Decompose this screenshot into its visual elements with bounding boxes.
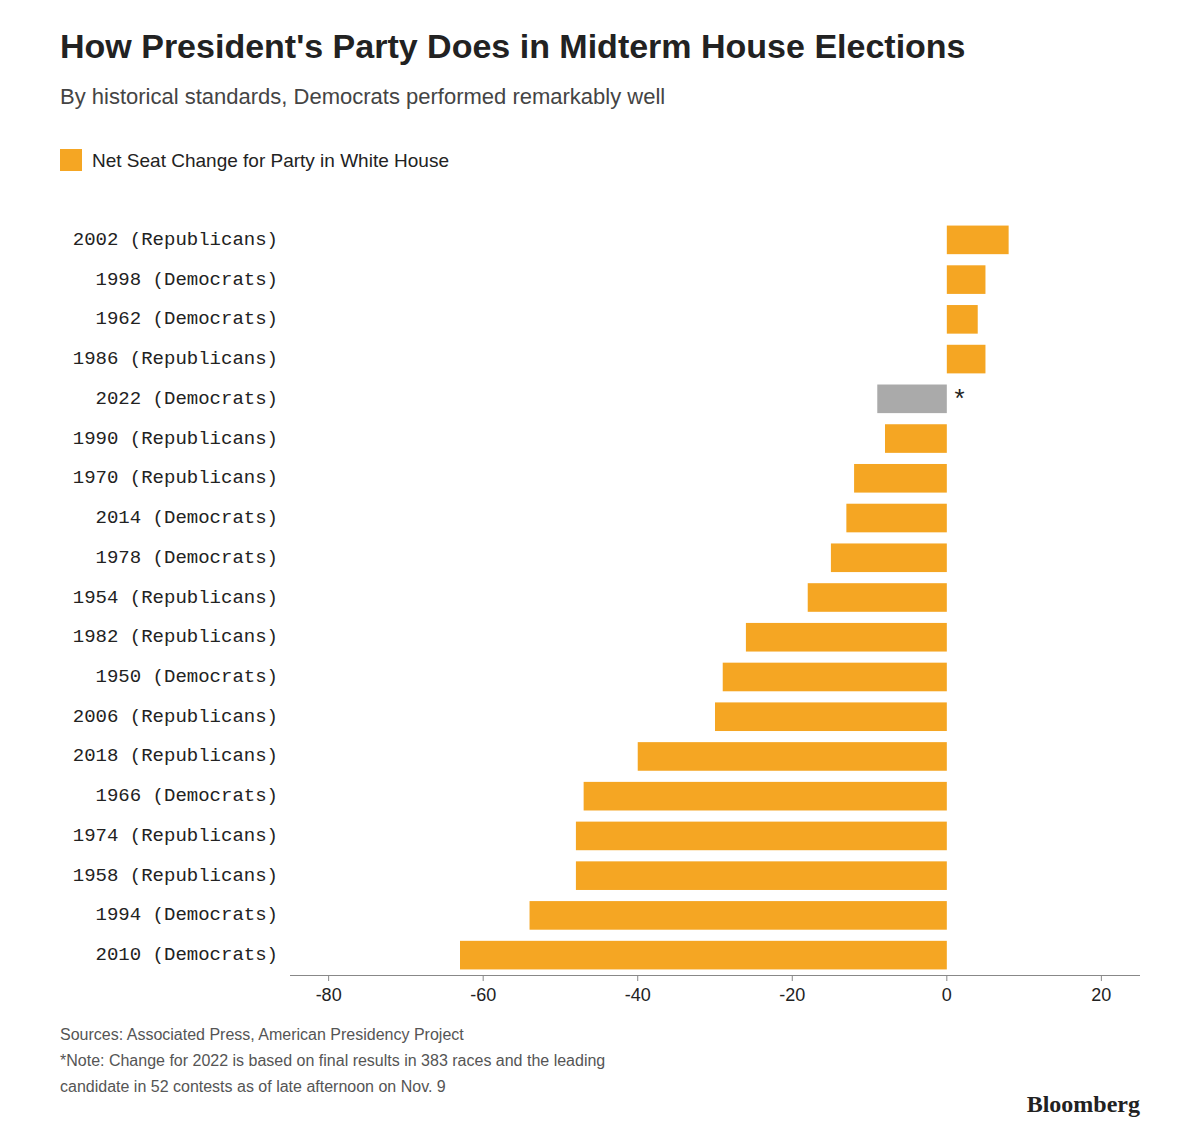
bars (460, 226, 1009, 970)
category-label: 1998 (Democrats) (73, 269, 278, 291)
category-label: 2022 (Democrats) (73, 388, 278, 410)
bar (947, 305, 978, 334)
category-label: 1974 (Republicans) (73, 825, 278, 847)
x-axis: -80 -60 -40 -20 0 20 (290, 975, 1140, 1005)
x-axis-line (290, 975, 1140, 976)
x-tick-label: -20 (779, 985, 805, 1005)
bar (576, 822, 947, 851)
x-tick-label: 20 (1091, 985, 1111, 1005)
legend-label: Net Seat Change for Party in White House (92, 150, 449, 171)
bar (460, 941, 947, 970)
annotation: * (955, 383, 965, 413)
source: Sources: Associated Press, American Pres… (60, 1026, 605, 1095)
x-tick-label: 0 (942, 985, 952, 1005)
x-tick (328, 975, 329, 981)
category-label: 2006 (Republicans) (73, 706, 278, 728)
source-line: candidate in 52 contests as of late afte… (60, 1078, 446, 1095)
bar (877, 385, 947, 414)
category-label: 1982 (Republicans) (73, 626, 278, 648)
bar (854, 464, 947, 493)
bar (846, 504, 946, 533)
source-line: *Note: Change for 2022 is based on final… (60, 1052, 605, 1069)
bar (947, 226, 1009, 255)
legend-swatch (60, 149, 82, 171)
bar (584, 782, 947, 811)
x-tick (483, 975, 484, 981)
bar (530, 901, 947, 930)
category-label: 1978 (Democrats) (73, 547, 278, 569)
bar (715, 702, 947, 731)
subtitle: By historical standards, Democrats perfo… (60, 84, 665, 109)
category-label: 1994 (Democrats) (73, 904, 278, 926)
source-line: Sources: Associated Press, American Pres… (60, 1026, 464, 1043)
bar (808, 583, 947, 612)
y-tick-labels: 2002 (Republicans) 1998 (Democrats) 1962… (73, 229, 278, 966)
category-label: 1954 (Republicans) (73, 587, 278, 609)
category-label: 2010 (Democrats) (73, 944, 278, 966)
x-tick-label: -60 (470, 985, 496, 1005)
bar (947, 345, 986, 374)
category-label: 2018 (Republicans) (73, 745, 278, 767)
bar (885, 424, 947, 453)
bar (723, 663, 947, 692)
annotations: * (955, 383, 965, 413)
bar (746, 623, 947, 652)
category-label: 1986 (Republicans) (73, 348, 278, 370)
category-label: 2002 (Republicans) (73, 229, 278, 251)
x-tick-label: -40 (625, 985, 651, 1005)
title: How President's Party Does in Midterm Ho… (60, 27, 966, 65)
category-label: 1970 (Republicans) (73, 467, 278, 489)
category-label: 1962 (Democrats) (73, 308, 278, 330)
x-tick (637, 975, 638, 981)
credit: Bloomberg (1027, 1091, 1140, 1117)
bar (576, 861, 947, 890)
chart: How President's Party Does in Midterm Ho… (0, 0, 1200, 1126)
category-label: 2014 (Democrats) (73, 507, 278, 529)
page: {"chart_data": { "type": "bar", "orienta… (0, 0, 1200, 1126)
x-tick (792, 975, 793, 981)
category-label: 1990 (Republicans) (73, 428, 278, 450)
category-label: 1958 (Republicans) (73, 865, 278, 887)
category-label: 1950 (Democrats) (73, 666, 278, 688)
bar (831, 543, 947, 572)
legend: Net Seat Change for Party in White House (60, 149, 449, 171)
x-tick-label: -80 (316, 985, 342, 1005)
x-tick (946, 975, 947, 981)
bar (947, 265, 986, 294)
category-label: 1966 (Democrats) (73, 785, 278, 807)
bar (638, 742, 947, 771)
x-tick (1101, 975, 1102, 981)
